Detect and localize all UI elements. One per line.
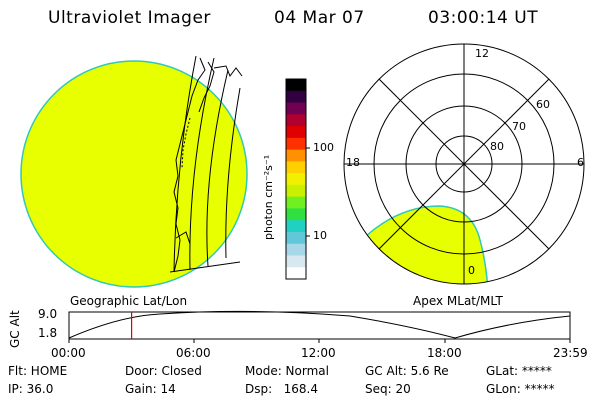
colorbar-unit-label: photon cm⁻²s⁻¹ — [262, 154, 275, 240]
status-gc-alt: GC Alt: 5.6 Re — [365, 364, 449, 378]
geographic-grid-lines — [169, 55, 241, 273]
colorbar-band — [286, 126, 306, 139]
colorbar-band — [286, 267, 306, 280]
apex-polar-panel — [343, 43, 585, 285]
colorbar-band — [286, 208, 306, 221]
colorbar-frame — [285, 78, 307, 280]
observation-date: 04 Mar 07 — [274, 8, 365, 28]
colorbar-band — [286, 114, 306, 127]
colorbar-band — [286, 184, 306, 198]
timeline-ytick-bottom: 1.8 — [38, 326, 58, 340]
geographic-disc — [20, 60, 248, 288]
timeline-xtick-label-1: 06:00 — [176, 346, 211, 360]
timeline-ytick-top: 9.0 — [38, 307, 58, 321]
observation-time: 03:00:14 UT — [428, 8, 539, 28]
timeline-frame — [68, 311, 571, 340]
mlt-label-0: 0 — [468, 264, 475, 277]
status-glat: GLat: ***** — [486, 364, 552, 378]
timeline-xtick-label-3: 18:00 — [427, 346, 462, 360]
mlt-label-12: 12 — [475, 47, 489, 60]
status-ip: IP: 36.0 — [8, 382, 54, 396]
altitude-curve — [68, 310, 571, 339]
colorbar-band — [286, 243, 306, 256]
mlt-label-6: 6 — [577, 156, 584, 169]
mlt-label-18: 18 — [346, 156, 360, 169]
colorbar — [285, 78, 310, 280]
polar-diagonal-2 — [378, 78, 550, 250]
colorbar-band — [286, 90, 306, 104]
app-title: Ultraviolet Imager — [48, 8, 211, 28]
status-flight: Flt: HOME — [8, 364, 68, 378]
colorbar-band — [286, 255, 306, 268]
colorbar-label-100: 100 — [313, 141, 334, 154]
timeline-xtick-label-2: 12:00 — [301, 346, 336, 360]
timeline-xtick-label-0: 00:00 — [51, 346, 86, 360]
colorbar-band — [286, 196, 306, 209]
colorbar-label-10: 10 — [313, 229, 327, 242]
apex-caption: Apex MLat/MLT — [413, 294, 503, 308]
colorbar-band — [286, 161, 306, 174]
status-door: Door: Closed — [125, 364, 202, 378]
colorbar-band — [286, 220, 306, 233]
colorbar-band — [286, 173, 306, 186]
altitude-timeline — [68, 310, 571, 343]
mlat-label-80: 80 — [490, 140, 504, 153]
colorbar-band — [286, 137, 306, 151]
status-seq: Seq: 20 — [365, 382, 411, 396]
status-glon: GLon: ***** — [486, 382, 555, 396]
polar-emission-region — [365, 205, 489, 284]
timeline-xtick-label-4: 23:59 — [553, 346, 588, 360]
mlat-label-60: 60 — [536, 98, 550, 111]
colorbar-band — [286, 231, 306, 245]
colorbar-band — [286, 79, 306, 92]
geographic-image-panel — [20, 55, 248, 288]
status-dsp: Dsp: 168.4 — [245, 382, 318, 396]
colorbar-band — [286, 149, 306, 162]
geographic-caption: Geographic Lat/Lon — [70, 294, 188, 308]
colorbar-band — [286, 102, 306, 115]
timeline-ylabel: GC Alt — [8, 310, 22, 348]
status-gain: Gain: 14 — [125, 382, 176, 396]
mlat-label-70: 70 — [512, 120, 526, 133]
status-mode: Mode: Normal — [245, 364, 329, 378]
